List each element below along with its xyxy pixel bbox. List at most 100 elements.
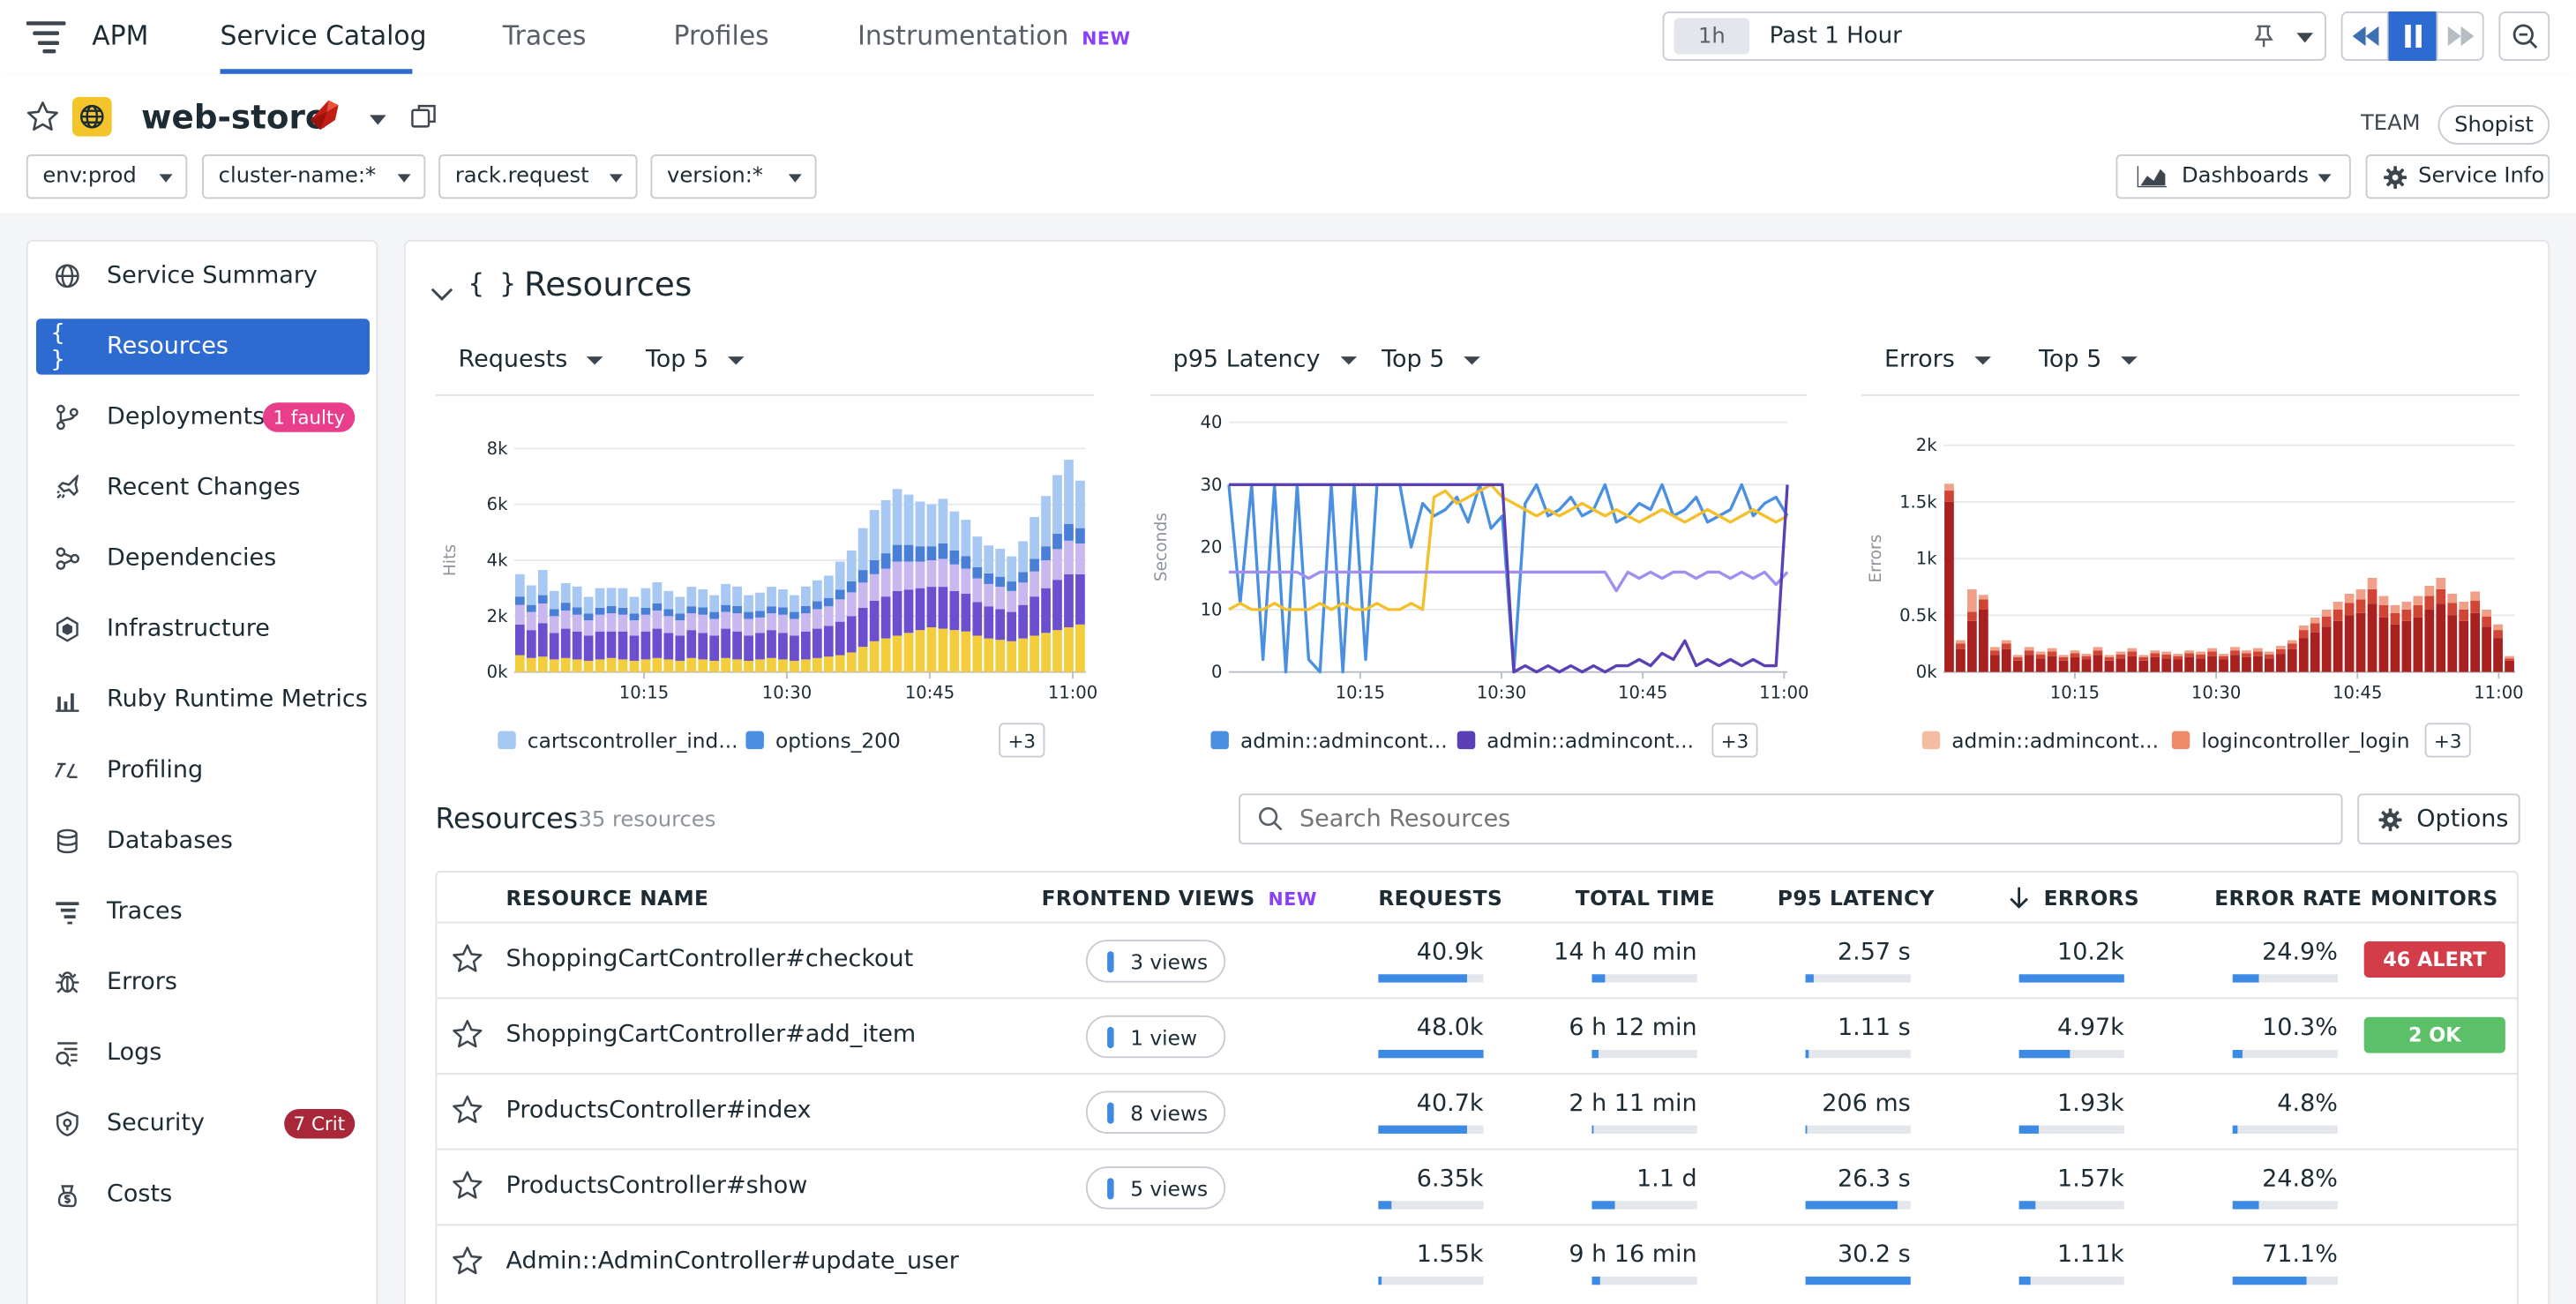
star-icon[interactable] — [452, 1019, 483, 1057]
monitor-badge[interactable]: 46 ALERT — [2363, 941, 2505, 978]
sidebar-item-deployments[interactable]: Deployments 1 faulty — [36, 389, 370, 445]
requests-top-select[interactable]: Top 5 — [646, 347, 745, 373]
bar-segment — [675, 660, 685, 672]
sidebar-item-traces[interactable]: Traces — [36, 884, 370, 940]
requests-legend-more-button[interactable]: +3 — [999, 723, 1045, 758]
column-requests[interactable]: REQUESTS — [1378, 885, 1503, 911]
sidebar-item-costs[interactable]: Costs — [36, 1166, 370, 1222]
tab-service-catalog[interactable]: Service Catalog — [220, 19, 427, 51]
requests-chart[interactable]: 0k 2k 4k 6k 8k Hits 10:15 10:30 10:45 11:00 — [435, 409, 1109, 722]
y-tick-label: 2k — [487, 606, 508, 626]
resource-name[interactable]: Admin::AdminController#update_user — [505, 1248, 959, 1276]
column-frontend-views[interactable]: FRONTEND VIEWS NEW — [1042, 886, 1317, 911]
resource-name[interactable]: ProductsController#show — [505, 1173, 808, 1200]
sidebar-item-service-summary[interactable]: Service Summary — [36, 248, 370, 304]
errors-metric-select[interactable]: Errors — [1884, 347, 1991, 373]
copy-icon[interactable] — [411, 103, 438, 130]
tab-profiles[interactable]: Profiles — [673, 19, 769, 51]
column-error-rate[interactable]: ERROR RATE — [2214, 885, 2363, 911]
service-info-button[interactable]: Service Info — [2365, 154, 2550, 199]
frontend-views-badge[interactable]: 1 view — [1085, 1015, 1226, 1059]
table-row[interactable]: Admin::AdminController#update_user 1.55k 9… — [437, 1224, 2517, 1300]
errors-top-select[interactable]: Top 5 — [2039, 347, 2138, 373]
fast-forward-button[interactable] — [2436, 11, 2484, 61]
filter-version[interactable]: version:* — [650, 154, 817, 199]
frontend-views-badge[interactable]: 8 views — [1085, 1090, 1226, 1134]
latency-top-select[interactable]: Top 5 — [1382, 347, 1481, 373]
errors-legend-item[interactable]: logincontroller_login — [2171, 728, 2409, 753]
sidebar-item-databases[interactable]: Databases — [36, 813, 370, 869]
tab-instrumentation[interactable]: Instrumentation NEW — [857, 19, 1131, 50]
team-badge[interactable]: Shopist — [2437, 105, 2550, 145]
latency-legend-item[interactable]: admin::admincont... — [1210, 728, 1448, 753]
resource-name[interactable]: ShoppingCartController#add_item — [505, 1022, 917, 1049]
options-button[interactable]: Options — [2357, 793, 2520, 845]
sidebar-item-errors[interactable]: Errors — [36, 955, 370, 1010]
column-monitors[interactable]: MONITORS — [2370, 885, 2498, 911]
sidebar-item-security[interactable]: Security 7 Crit — [36, 1096, 370, 1151]
zoom-out-button[interactable] — [2498, 11, 2550, 61]
search-input[interactable] — [1299, 806, 2318, 833]
column-errors[interactable]: ERRORS — [2009, 886, 2139, 911]
requests-value: 48.0k — [1416, 1015, 1484, 1042]
resource-name[interactable]: ProductsController#index — [505, 1097, 812, 1124]
latency-legend-more-button[interactable]: +3 — [1711, 723, 1758, 758]
frontend-views-badge[interactable]: 3 views — [1085, 940, 1226, 983]
latency-legend-item[interactable]: admin::admincont... — [1456, 728, 1694, 753]
menu-icon[interactable] — [26, 18, 66, 54]
tab-traces[interactable]: Traces — [502, 19, 587, 51]
table-row[interactable]: ShoppingCartController#add_item 1 view 48.… — [437, 997, 2517, 1073]
errors-legend-more-button[interactable]: +3 — [2424, 723, 2471, 758]
requests-legend-item[interactable]: options_200 — [745, 728, 901, 753]
time-picker[interactable]: 1h Past 1 Hour — [1662, 11, 2326, 61]
dashboards-button[interactable]: Dashboards — [2115, 154, 2351, 199]
rewind-button[interactable] — [2340, 11, 2389, 61]
app-name[interactable]: APM — [92, 19, 149, 51]
requests-metric-select[interactable]: Requests — [459, 347, 604, 373]
star-icon[interactable] — [452, 1094, 483, 1132]
sidebar-item-logs[interactable]: Logs — [36, 1025, 370, 1081]
sidebar-item-recent-changes[interactable]: Recent Changes — [36, 460, 370, 515]
collapse-chevron-icon[interactable] — [431, 278, 453, 309]
filter-env[interactable]: env:prod — [26, 154, 188, 199]
pin-icon[interactable] — [2252, 25, 2275, 48]
pause-button[interactable] — [2388, 11, 2437, 61]
bar-segment — [2367, 588, 2378, 604]
star-icon[interactable] — [452, 943, 483, 981]
bar-segment — [1007, 641, 1017, 672]
resource-name[interactable]: ShoppingCartController#checkout — [505, 946, 914, 973]
errors-chart[interactable]: 0k 0.5k 1k 1.5k 2k Errors 10:15 10:30 10:45 11:00 — [1861, 409, 2535, 722]
column-resource-name[interactable]: RESOURCE NAME — [505, 885, 709, 911]
table-row[interactable]: ProductsController#index 8 views 40.7k 2 h … — [437, 1073, 2517, 1149]
errors-legend-item[interactable]: admin::admincont... — [1921, 728, 2159, 753]
bar-segment — [1052, 475, 1062, 534]
star-icon[interactable] — [452, 1246, 483, 1284]
sidebar-item-dependencies[interactable]: Dependencies — [36, 530, 370, 586]
bar-segment — [2058, 660, 2069, 672]
x-tick-label: 10:45 — [1618, 682, 1667, 702]
chevron-down-icon[interactable] — [2296, 33, 2313, 43]
favorite-star-icon[interactable] — [26, 101, 59, 133]
sidebar-item-profiling[interactable]: Profiling — [36, 743, 370, 798]
star-icon[interactable] — [452, 1170, 483, 1208]
frontend-views-badge[interactable]: 5 views — [1085, 1166, 1226, 1210]
monitor-badge[interactable]: 2 OK — [2363, 1016, 2505, 1053]
bar-segment — [812, 657, 822, 672]
bar-segment — [572, 659, 582, 672]
sidebar-item-resources[interactable]: { } Resources — [35, 319, 370, 375]
column-p95-latency[interactable]: P95 LATENCY — [1777, 885, 1935, 911]
latency-chart[interactable]: 0 10 20 30 40 Seconds 10:15 10:30 10:45 11:00 — [1150, 409, 1824, 722]
bar-segment — [663, 633, 674, 660]
column-total-time[interactable]: TOTAL TIME — [1575, 885, 1715, 911]
service-dropdown-caret[interactable] — [369, 115, 386, 125]
latency-metric-select[interactable]: p95 Latency — [1173, 347, 1357, 373]
filter-operation[interactable]: rack.request — [438, 154, 638, 199]
table-row[interactable]: ShoppingCartController#checkout 3 views 40… — [437, 921, 2517, 998]
requests-legend-item[interactable]: cartscontroller_ind... — [498, 728, 738, 753]
filter-cluster[interactable]: cluster-name:* — [202, 154, 426, 199]
sidebar-item-infrastructure[interactable]: Infrastructure — [36, 602, 370, 657]
bar-segment — [1064, 460, 1074, 524]
table-row[interactable]: ProductsController#show 5 views 6.35k 1.1 d… — [437, 1148, 2517, 1225]
sidebar-item-ruby-runtime-metrics[interactable]: Ruby Runtime Metrics — [36, 672, 370, 728]
service-sidebar: Service Summary { } Resources Deployments 1 … — [26, 239, 378, 1304]
